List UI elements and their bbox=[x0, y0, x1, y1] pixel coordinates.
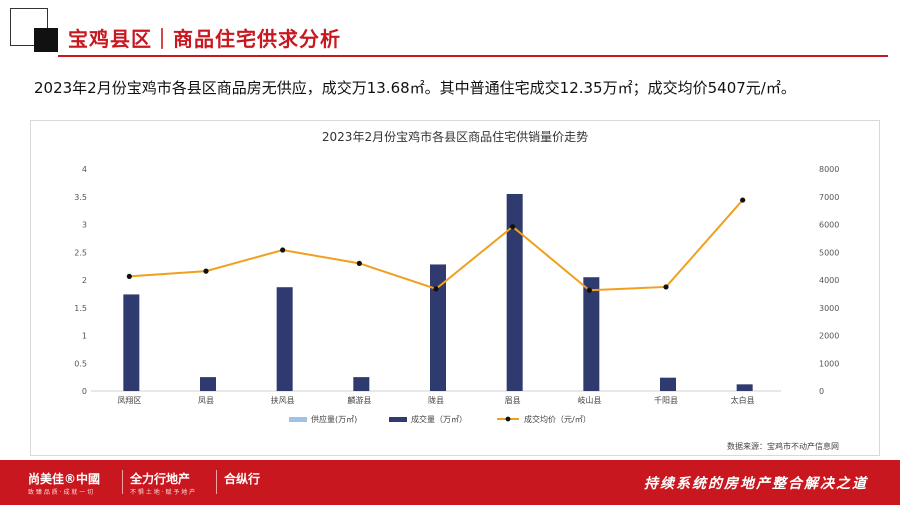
line-avg-price-point bbox=[663, 284, 669, 290]
brand-quanlixing: 全力行地产 bbox=[130, 472, 191, 486]
y-left-tick-label: 0 bbox=[82, 387, 87, 396]
bar-deal-volume bbox=[353, 377, 370, 391]
bar-deal-volume bbox=[736, 384, 753, 391]
brand-shangmeijia: 尚美佳®中國 bbox=[28, 472, 101, 486]
x-tick-label: 凤翔区 bbox=[117, 395, 141, 405]
y-right-tick-label: 3000 bbox=[819, 304, 839, 313]
legend-swatch-supply bbox=[289, 417, 307, 422]
y-left-tick-label: 3.5 bbox=[74, 193, 87, 202]
x-tick-label: 麟游县 bbox=[347, 395, 371, 405]
y-left-tick-label: 0.5 bbox=[74, 359, 87, 368]
page-title: 宝鸡县区｜商品住宅供求分析 bbox=[68, 27, 341, 51]
bar-deal-volume bbox=[200, 377, 216, 391]
brand-shangmeijia-tagline: 致 臻 品 质 · 成 就 一 切 bbox=[28, 489, 94, 496]
line-avg-price-point bbox=[356, 260, 362, 266]
y-right-tick-label: 2000 bbox=[819, 332, 839, 341]
bar-deal-volume bbox=[123, 294, 140, 391]
y-right-tick-label: 6000 bbox=[819, 221, 839, 230]
y-right-tick-label: 1000 bbox=[819, 359, 839, 368]
y-right-tick-label: 8000 bbox=[819, 165, 839, 174]
legend-label-supply: 供应量(万㎡) bbox=[311, 414, 357, 424]
footer-separator bbox=[122, 470, 123, 494]
footer-separator bbox=[216, 470, 217, 494]
y-right-tick-label: 5000 bbox=[819, 248, 839, 257]
x-tick-label: 凤县 bbox=[198, 396, 214, 405]
y-left-tick-label: 2.5 bbox=[74, 248, 87, 257]
y-right-tick-label: 0 bbox=[819, 387, 824, 396]
data-source-note: 数据来源：宝鸡市不动产信息网 bbox=[727, 441, 839, 451]
x-tick-label: 陇县 bbox=[428, 395, 444, 405]
x-tick-label: 扶风县 bbox=[271, 395, 295, 405]
line-avg-price-point bbox=[740, 197, 746, 203]
y-left-tick-label: 3 bbox=[82, 221, 87, 230]
x-tick-label: 眉县 bbox=[505, 396, 521, 405]
legend-label-deal-volume: 成交量（万㎡） bbox=[411, 414, 467, 424]
y-right-tick-label: 4000 bbox=[819, 276, 839, 285]
summary-text: 2023年2月份宝鸡市各县区商品房无供应，成交万13.68㎡。其中普通住宅成交1… bbox=[34, 79, 796, 97]
y-right-tick-label: 7000 bbox=[819, 193, 839, 202]
legend-marker-avg-price bbox=[505, 416, 511, 422]
line-avg-price-point bbox=[280, 247, 286, 253]
y-left-tick-label: 2 bbox=[82, 276, 87, 285]
x-tick-label: 千阳县 bbox=[654, 395, 678, 405]
line-avg-price-point bbox=[510, 224, 516, 230]
brand-quanlixing-tagline: 不 惧 土 地 · 赋 予 地 产 bbox=[130, 489, 196, 496]
bar-deal-volume bbox=[506, 193, 523, 391]
title-divider bbox=[58, 55, 888, 57]
footer-bar bbox=[0, 460, 900, 505]
legend-swatch-deal-volume bbox=[389, 417, 407, 422]
bar-deal-volume bbox=[583, 277, 600, 391]
line-avg-price-point bbox=[433, 286, 439, 292]
bar-deal-volume bbox=[660, 377, 676, 391]
bar-deal-volume bbox=[430, 264, 446, 391]
chart-title: 2023年2月份宝鸡市各县区商品住宅供销量价走势 bbox=[322, 129, 588, 144]
x-tick-label: 太白县 bbox=[731, 395, 755, 405]
line-avg-price-point bbox=[203, 268, 209, 274]
bar-deal-volume bbox=[276, 287, 293, 391]
y-left-tick-label: 1.5 bbox=[74, 304, 87, 313]
legend-label-avg-price: 成交均价（元/㎡） bbox=[524, 414, 591, 424]
y-left-tick-label: 1 bbox=[82, 332, 87, 341]
line-avg-price-point bbox=[586, 287, 592, 293]
footer-slogan: 持续系统的房地产整合解决之道 bbox=[644, 476, 868, 492]
line-avg-price-point bbox=[126, 273, 132, 279]
corner-block-decoration bbox=[34, 28, 58, 52]
brand-hezongxing: 合纵行 bbox=[224, 472, 261, 486]
x-tick-label: 岐山县 bbox=[577, 395, 601, 405]
corner-frame-decoration bbox=[10, 8, 48, 46]
combo-chart: 2023年2月份宝鸡市各县区商品住宅供销量价走势 0 0.5 1 1.5 2 2.5 3 3.5… bbox=[74, 129, 839, 451]
chart-panel: 2023年2月份宝鸡市各县区商品住宅供销量价走势 0 0.5 1 1.5 2 2.5 3 3.5… bbox=[30, 120, 880, 456]
y-left-tick-label: 4 bbox=[82, 165, 87, 174]
